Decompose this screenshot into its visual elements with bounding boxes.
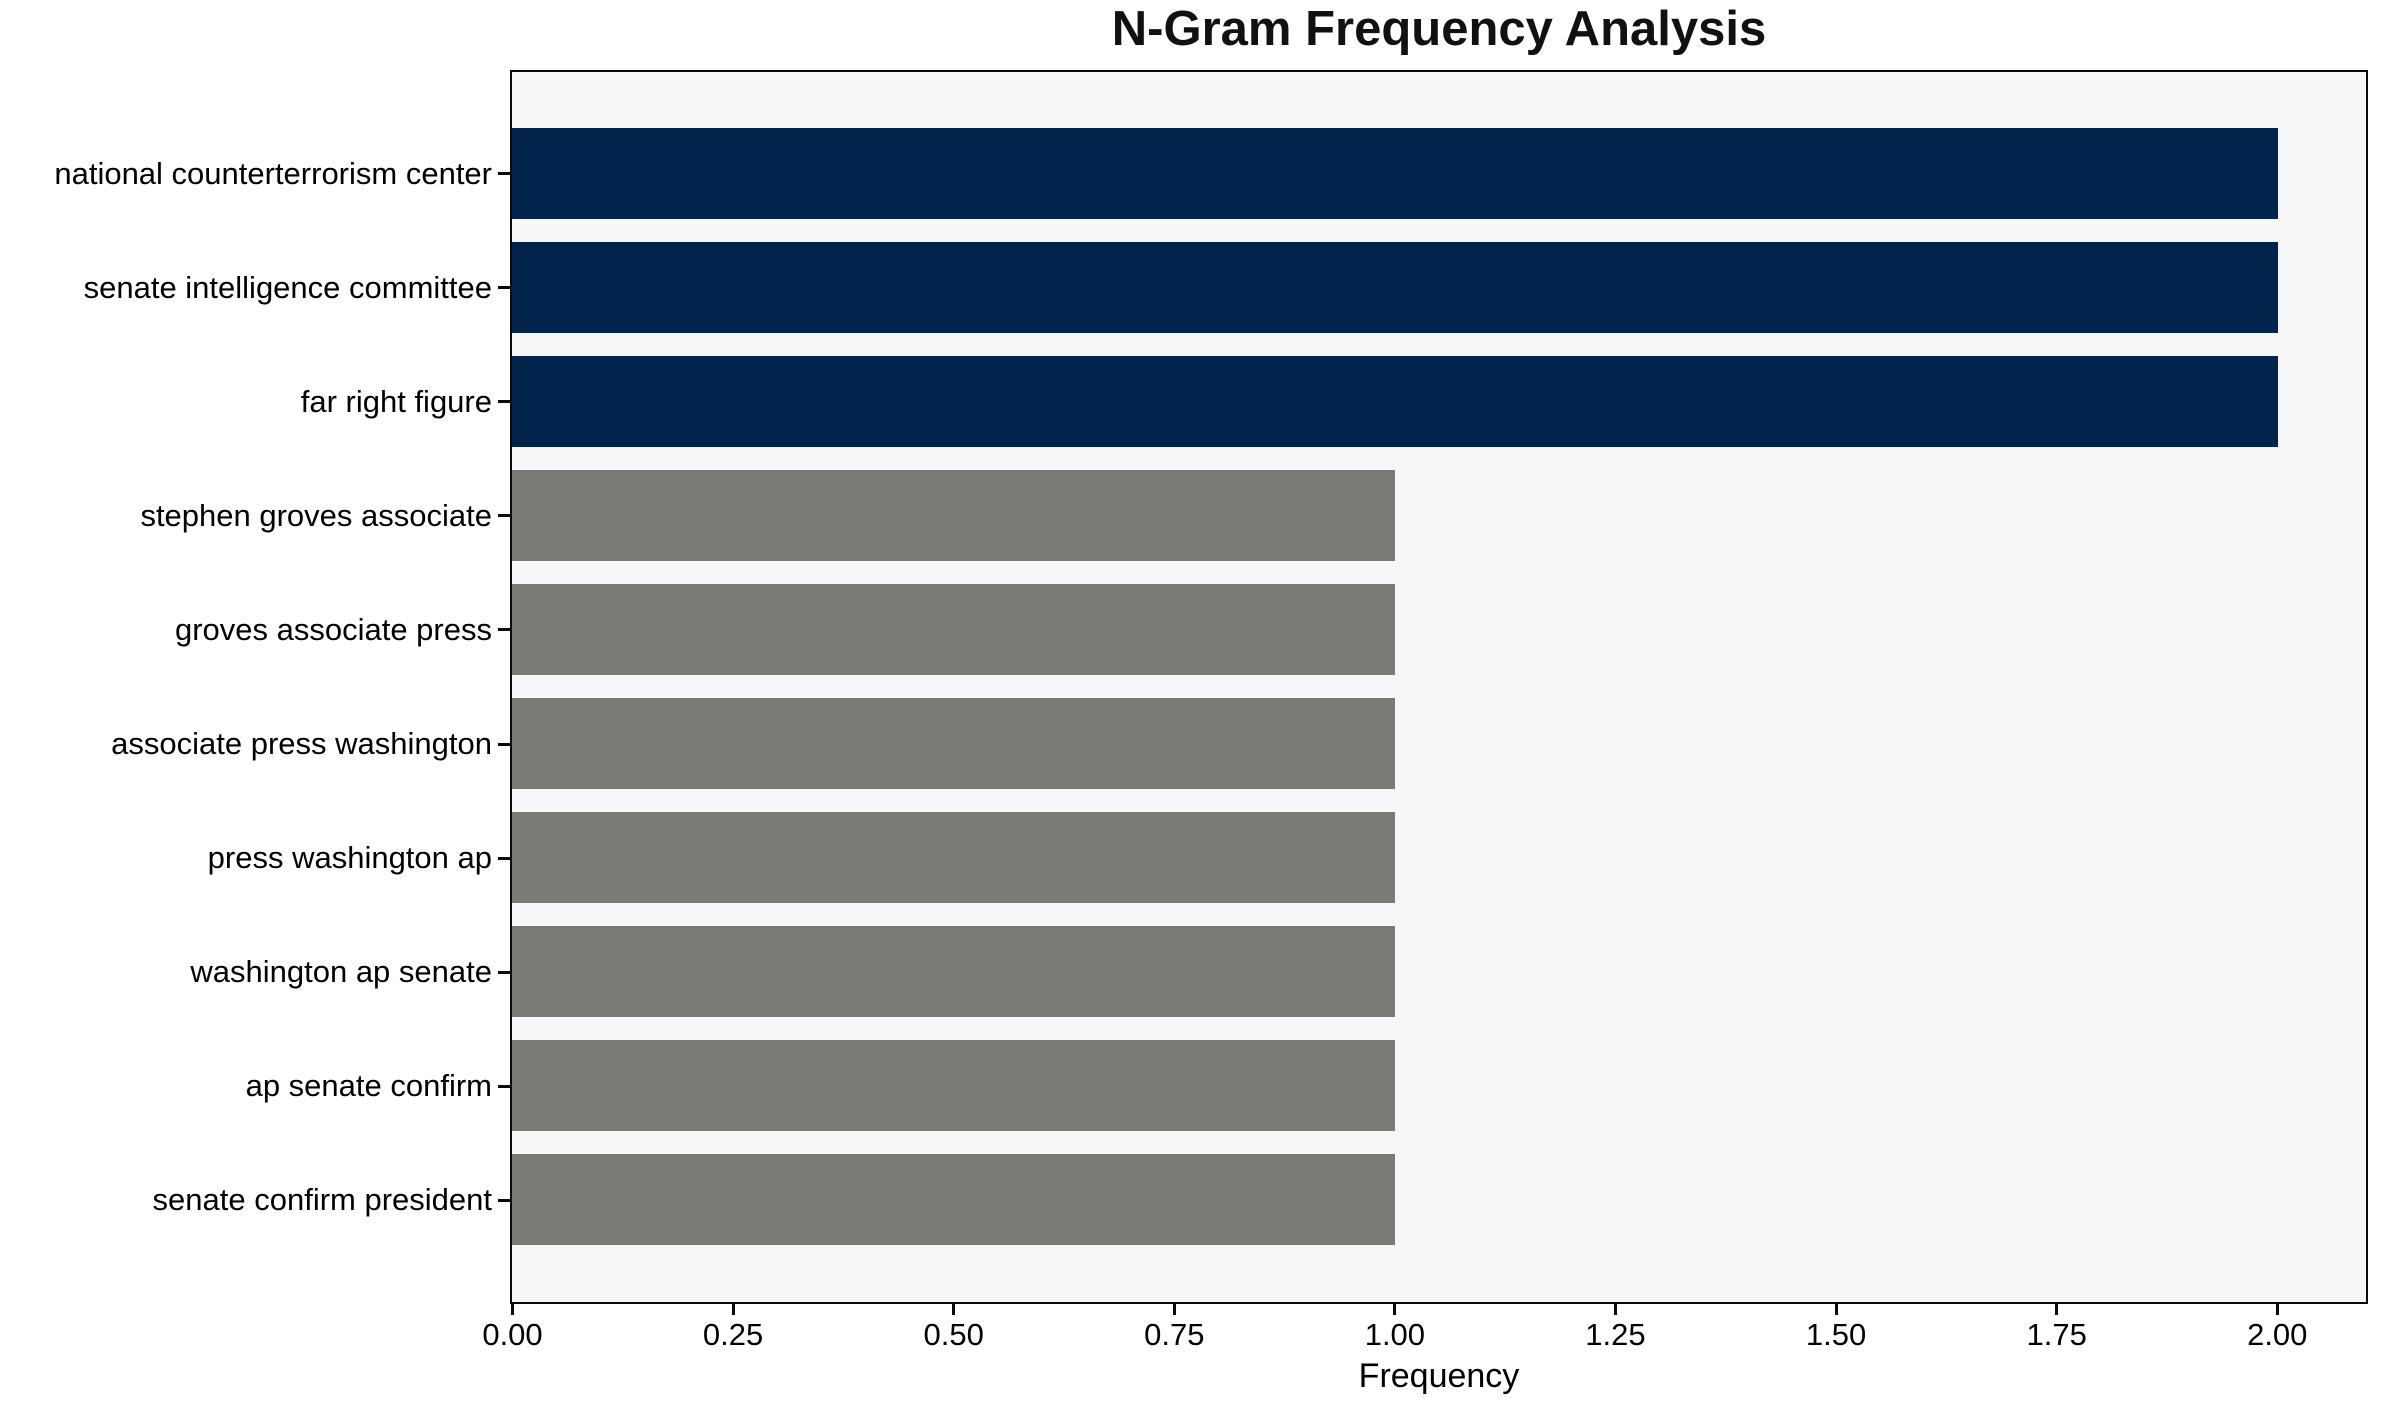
y-tick-label: stephen groves associate <box>140 497 492 533</box>
y-tick-mark <box>498 400 510 404</box>
x-axis-title: Frequency <box>1358 1357 1520 1395</box>
bar <box>512 1153 1395 1246</box>
bar <box>512 811 1395 904</box>
bar <box>512 925 1395 1018</box>
y-tick-label: national counterterrorism center <box>54 155 492 191</box>
x-tick-mark <box>1613 1304 1617 1315</box>
x-tick-label: 0.00 <box>482 1317 543 1352</box>
bar <box>512 127 2278 220</box>
y-tick-label: senate intelligence committee <box>83 269 492 305</box>
plot-area <box>510 70 2368 1304</box>
y-tick-mark <box>498 1084 510 1088</box>
y-tick-label: ap senate confirm <box>245 1068 492 1104</box>
x-tick-mark <box>1834 1304 1838 1315</box>
x-tick-label: 0.50 <box>923 1317 984 1352</box>
bar <box>512 697 1395 790</box>
x-tick-label: 1.75 <box>2026 1317 2087 1352</box>
bar <box>512 1039 1395 1132</box>
y-tick-mark <box>498 628 510 632</box>
bar <box>512 241 2278 334</box>
bar <box>512 583 1395 676</box>
x-tick-mark <box>511 1304 514 1315</box>
y-tick-label: groves associate press <box>174 611 492 647</box>
x-tick-mark <box>1172 1304 1176 1315</box>
x-tick-label: 2.00 <box>2247 1317 2308 1352</box>
x-tick-mark <box>952 1304 956 1315</box>
y-tick-mark <box>498 970 510 974</box>
x-tick-mark <box>731 1304 735 1315</box>
x-tick-mark <box>1393 1304 1397 1315</box>
x-tick-mark <box>2275 1304 2279 1315</box>
chart-title: N-Gram Frequency Analysis <box>1111 2 1767 56</box>
y-tick-label: far right figure <box>300 383 492 419</box>
x-tick-label: 0.75 <box>1144 1317 1205 1352</box>
x-tick-label: 0.25 <box>702 1317 764 1352</box>
y-tick-label: associate press washington <box>111 726 492 761</box>
y-tick-mark <box>498 856 510 860</box>
y-tick-mark <box>498 286 510 290</box>
bar <box>512 355 2278 448</box>
y-tick-mark <box>498 172 510 176</box>
y-tick-label: senate confirm president <box>152 1182 492 1218</box>
y-tick-mark <box>498 514 510 518</box>
x-tick-mark <box>2055 1304 2059 1315</box>
y-tick-mark <box>498 1198 510 1202</box>
y-tick-label: press washington ap <box>207 840 492 875</box>
y-tick-mark <box>498 742 510 746</box>
x-tick-label: 1.00 <box>1364 1317 1426 1352</box>
x-tick-label: 1.50 <box>1805 1317 1867 1352</box>
y-tick-label: washington ap senate <box>190 954 492 990</box>
x-tick-label: 1.25 <box>1585 1317 1646 1352</box>
bar <box>512 469 1395 562</box>
